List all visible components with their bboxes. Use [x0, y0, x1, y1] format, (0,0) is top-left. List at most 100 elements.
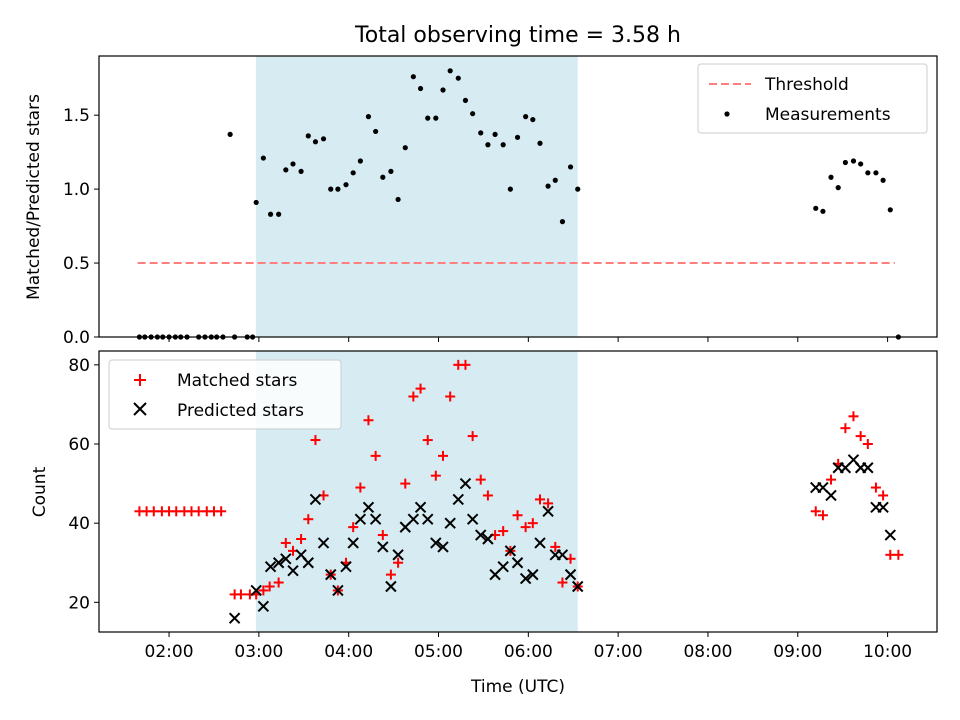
matched-point	[870, 482, 881, 493]
predicted-point-b	[407, 513, 420, 525]
matched-point	[273, 577, 284, 588]
matched-point	[355, 482, 366, 493]
x-tick-label: 06:00	[504, 642, 553, 662]
matched-point	[810, 506, 821, 517]
measurement-point	[537, 140, 543, 146]
matched-point	[520, 522, 531, 533]
measurement-point	[545, 183, 551, 189]
y-tick-label: 40	[68, 514, 90, 534]
predicted-point-b	[295, 549, 307, 561]
y-tick-label: 0.0	[63, 328, 90, 348]
matched-point	[512, 510, 523, 521]
predicted-point-b	[459, 477, 472, 490]
predicted-point-b	[466, 513, 479, 525]
y-tick-label: 60	[68, 435, 90, 455]
predicted-point-b	[347, 537, 359, 549]
matched-point	[363, 415, 374, 426]
chart-title: Total observing time = 3.58 h	[354, 23, 681, 48]
predicted-point-b	[556, 549, 569, 561]
measurement-point	[290, 161, 296, 167]
count-legend-box	[108, 359, 342, 430]
measurement-point	[835, 185, 841, 191]
predicted-point-b	[527, 568, 539, 581]
predicted-point	[825, 489, 837, 502]
matched-point	[438, 450, 449, 461]
matched-point	[482, 490, 493, 501]
matched-point	[400, 478, 411, 489]
measurement-point	[305, 133, 311, 139]
measurement-point	[373, 128, 379, 135]
measurement-point	[320, 136, 327, 142]
predicted-point-b	[504, 545, 517, 557]
matched-point	[258, 585, 269, 596]
y-tick-label: 80	[68, 356, 90, 376]
x-tick-label: 03:00	[234, 642, 283, 662]
predicted-point	[519, 572, 532, 585]
predicted-point-b	[272, 557, 285, 569]
x-tick-label: 07:00	[594, 642, 643, 662]
measurement-point	[507, 186, 513, 192]
predicted-point	[527, 568, 539, 581]
predicted-point	[385, 580, 397, 593]
predicted-point-b	[825, 489, 837, 502]
measurement-point	[470, 111, 476, 117]
count-panel-legend: Matched stars Predicted stars	[108, 359, 342, 430]
predicted-point-b	[362, 501, 375, 514]
matched-point	[467, 431, 478, 442]
predicted-point-b	[430, 537, 442, 549]
predicted-point-b	[280, 553, 292, 565]
predicted-point	[542, 505, 554, 517]
matched-point	[370, 450, 381, 461]
predicted-point	[377, 541, 389, 553]
matched-point	[385, 569, 396, 580]
measurement-point	[365, 114, 372, 120]
predicted-point-b	[564, 568, 577, 581]
matched-point	[377, 530, 388, 541]
matched-point	[855, 431, 866, 442]
matched-point	[430, 470, 441, 481]
matched-point	[535, 494, 546, 505]
predicted-point-b	[452, 493, 464, 506]
predicted-point-b	[422, 513, 434, 525]
matched-point	[840, 423, 851, 434]
measurement-point	[455, 75, 461, 81]
predicted-point	[430, 537, 442, 549]
matched-point	[348, 522, 359, 533]
predicted-point-b	[377, 541, 389, 553]
predicted-point-b	[511, 557, 524, 569]
ratio-legend-box	[697, 63, 928, 134]
matched-point	[415, 383, 426, 394]
x-tick-label: 02:00	[145, 642, 194, 662]
measurement-point	[298, 168, 304, 174]
predicted-point-b	[228, 612, 241, 624]
predicted-point-b	[862, 462, 874, 474]
predicted-point-b	[542, 505, 554, 517]
predicted-point-b	[385, 580, 397, 593]
predicted-point-b	[519, 572, 532, 585]
x-tick-label: 09:00	[773, 642, 822, 662]
predicted-point	[340, 560, 352, 573]
matched-point	[550, 541, 561, 552]
predicted-point-b	[264, 560, 277, 573]
legend-matched-swatch	[134, 374, 146, 386]
predicted-point-b	[884, 529, 897, 541]
measurement-point	[530, 116, 536, 123]
x-axis-label: Time (UTC)	[470, 677, 565, 697]
measurement-point	[328, 186, 334, 192]
measurement-point	[227, 131, 233, 137]
measurement-point	[260, 155, 266, 161]
predicted-point	[452, 493, 464, 506]
predicted-point-b	[497, 560, 509, 573]
predicted-point	[497, 560, 509, 573]
predicted-point	[347, 537, 359, 549]
predicted-point	[422, 513, 434, 525]
predicted-point	[572, 580, 584, 593]
measurement-point	[425, 115, 431, 121]
count-panel-y-axis: 20 40 60 80	[68, 356, 99, 613]
matched-point	[878, 490, 889, 501]
predicted-point	[444, 517, 456, 529]
predicted-point	[332, 584, 344, 597]
measurement-point	[253, 199, 259, 206]
measurement-point	[350, 170, 356, 176]
